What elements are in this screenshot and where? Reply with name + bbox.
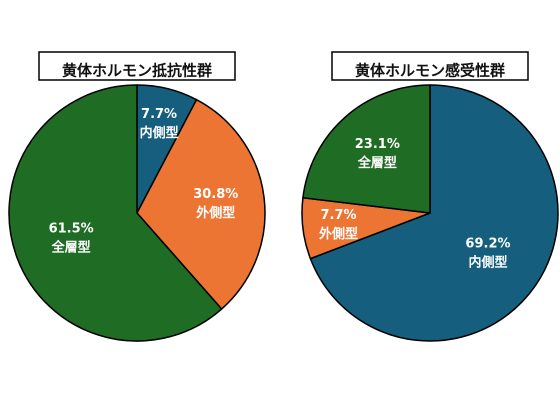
slice-category-label: 全層型: [357, 155, 397, 171]
chart-title-box: [331, 51, 529, 81]
pie-slice-全層型: [8, 84, 223, 342]
slice-category-label: 全層型: [51, 239, 91, 255]
slice-category-label: 外側型: [318, 226, 358, 242]
chart-title: 黄体ホルモン感受性群: [355, 62, 505, 80]
pie-chart-2: 黄体ホルモン感受性群 69.2% 内側型 7.7% 外側型 23.1% 全層型: [301, 51, 559, 342]
slice-percent-label: 23.1%: [355, 137, 400, 152]
pie-slice-内側型: [309, 84, 559, 342]
slice-percent-label: 7.7%: [141, 107, 177, 122]
slice-percent-label: 30.8%: [193, 187, 238, 202]
slice-category-label: 外側型: [195, 205, 235, 221]
chart-title: 黄体ホルモン抵抗性群: [62, 62, 212, 80]
slice-category-label: 内側型: [468, 254, 507, 270]
slice-category-label: 内側型: [140, 125, 179, 141]
slice-percent-label: 61.5%: [49, 221, 94, 236]
slice-percent-label: 69.2%: [465, 236, 510, 251]
pie-slice-全層型: [302, 84, 431, 214]
pie-slice-外側型: [136, 98, 266, 310]
pie-chart-1: 黄体ホルモン抵抗性群 7.7% 内側型 30.8% 外側型 61.5% 全層型: [8, 51, 266, 342]
slice-percent-label: 7.7%: [320, 208, 356, 223]
chart-title-box: [38, 51, 236, 81]
